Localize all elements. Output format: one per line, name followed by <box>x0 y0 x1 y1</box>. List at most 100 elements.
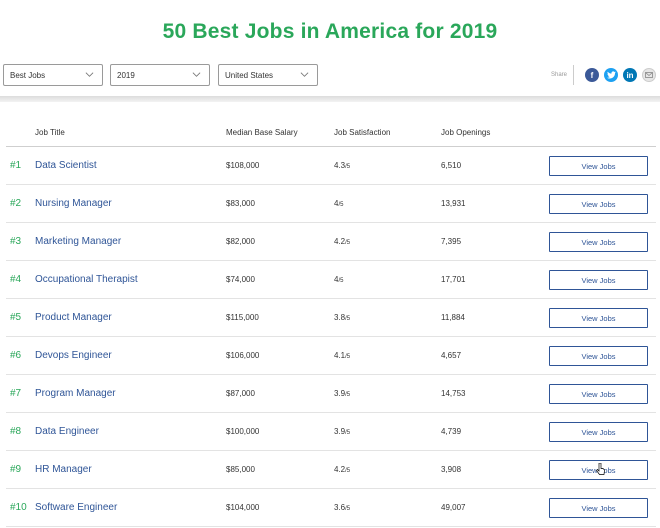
year-select[interactable]: 2019 <box>110 64 210 86</box>
table-row: #10 Software Engineer $104,000 3.6/5 49,007 V… <box>0 489 660 527</box>
satisfaction-score: 3.9 <box>334 389 346 398</box>
job-title-link[interactable]: Data Engineer <box>35 426 99 437</box>
job-openings: 4,657 <box>441 351 462 360</box>
job-rank: #2 <box>10 198 22 209</box>
view-jobs-button[interactable]: View Jobs <box>549 194 648 214</box>
job-rank: #1 <box>10 160 22 171</box>
job-title-link[interactable]: Marketing Manager <box>35 236 122 247</box>
satisfaction-scale: /5 <box>345 164 351 170</box>
job-satisfaction: 4.1/5 <box>334 351 350 360</box>
list-select[interactable]: Best Jobs <box>3 64 103 86</box>
satisfaction-score: 4.1 <box>334 351 346 360</box>
job-satisfaction: 3.6/5 <box>334 503 350 512</box>
median-salary: $108,000 <box>226 161 260 170</box>
facebook-icon[interactable]: f <box>585 68 599 82</box>
table-row: #2 Nursing Manager $83,000 4/5 13,931 View Jo… <box>0 185 660 223</box>
row-divider <box>6 184 656 185</box>
header-openings: Job Openings <box>441 128 491 137</box>
job-satisfaction: 3.9/5 <box>334 427 350 436</box>
median-salary: $106,000 <box>226 351 260 360</box>
median-salary: $74,000 <box>226 275 255 284</box>
job-satisfaction: 4/5 <box>334 199 343 208</box>
email-icon[interactable] <box>642 68 656 82</box>
country-select[interactable]: United States <box>218 64 318 86</box>
job-openings: 6,510 <box>441 161 462 170</box>
section-divider <box>0 96 660 102</box>
job-satisfaction: 3.8/5 <box>334 313 350 322</box>
table-row: #4 Occupational Therapist $74,000 4/5 17,701… <box>0 261 660 299</box>
satisfaction-scale: /5 <box>345 468 351 474</box>
satisfaction-score: 3.9 <box>334 427 346 436</box>
job-openings: 13,931 <box>441 199 466 208</box>
job-satisfaction: 4.2/5 <box>334 465 350 474</box>
twitter-bird-icon <box>606 71 616 79</box>
satisfaction-scale: /5 <box>338 202 344 208</box>
header-salary: Median Base Salary <box>226 128 298 137</box>
view-jobs-button[interactable]: View Jobs <box>549 156 648 176</box>
job-openings: 4,739 <box>441 427 462 436</box>
job-rank: #4 <box>10 274 22 285</box>
median-salary: $82,000 <box>226 237 255 246</box>
satisfaction-scale: /5 <box>345 430 351 436</box>
view-jobs-button[interactable]: View Jobs <box>549 384 648 404</box>
table-row: #3 Marketing Manager $82,000 4.2/5 7,395 View… <box>0 223 660 261</box>
list-select-value: Best Jobs <box>10 71 46 80</box>
row-divider <box>6 298 656 299</box>
median-salary: $83,000 <box>226 199 255 208</box>
row-divider <box>6 260 656 261</box>
table-row: #6 Devops Engineer $106,000 4.1/5 4,657 View … <box>0 337 660 375</box>
satisfaction-scale: /5 <box>345 392 351 398</box>
view-jobs-button[interactable]: View Jobs <box>549 232 648 252</box>
satisfaction-scale: /5 <box>345 506 351 512</box>
job-rank: #6 <box>10 350 22 361</box>
twitter-icon[interactable] <box>604 68 618 82</box>
view-jobs-button[interactable]: View Jobs <box>549 422 648 442</box>
header-job-title: Job Title <box>35 128 65 137</box>
table-row: #9 HR Manager $85,000 4.2/5 3,908 View Jobs <box>0 451 660 489</box>
chevron-down-icon <box>85 72 94 77</box>
row-divider <box>6 336 656 337</box>
satisfaction-scale: /5 <box>345 316 351 322</box>
job-openings: 49,007 <box>441 503 466 512</box>
view-jobs-button[interactable]: View Jobs <box>549 270 648 290</box>
view-jobs-button[interactable]: View Jobs <box>549 498 648 518</box>
table-row: #8 Data Engineer $100,000 3.9/5 4,739 View Jo… <box>0 413 660 451</box>
linkedin-icon[interactable]: in <box>623 68 637 82</box>
row-divider <box>6 374 656 375</box>
median-salary: $100,000 <box>226 427 260 436</box>
header-divider <box>6 146 656 147</box>
satisfaction-score: 4 <box>334 275 339 284</box>
satisfaction-scale: /5 <box>345 354 351 360</box>
row-divider <box>6 450 656 451</box>
share-label: Share <box>550 72 567 78</box>
page-title: 50 Best Jobs in America for 2019 <box>162 20 498 43</box>
job-openings: 14,753 <box>441 389 466 398</box>
job-title-link[interactable]: Nursing Manager <box>35 198 112 209</box>
row-divider <box>6 526 656 527</box>
row-divider <box>6 222 656 223</box>
job-title-link[interactable]: Product Manager <box>35 312 112 323</box>
job-satisfaction: 4.3/5 <box>334 161 350 170</box>
median-salary: $85,000 <box>226 465 255 474</box>
job-satisfaction: 4/5 <box>334 275 343 284</box>
year-select-value: 2019 <box>117 71 135 80</box>
job-rank: #7 <box>10 388 22 399</box>
job-title-link[interactable]: HR Manager <box>35 464 92 475</box>
satisfaction-score: 4.3 <box>334 161 346 170</box>
view-jobs-button[interactable]: View Jobs <box>549 308 648 328</box>
row-divider <box>6 488 656 489</box>
view-jobs-button[interactable]: View Jobs <box>549 346 648 366</box>
job-title-link[interactable]: Software Engineer <box>35 502 118 513</box>
job-title-link[interactable]: Data Scientist <box>35 160 97 171</box>
job-rank: #5 <box>10 312 22 323</box>
table-row: #7 Program Manager $87,000 3.9/5 14,753 View … <box>0 375 660 413</box>
median-salary: $115,000 <box>226 313 259 322</box>
linkedin-glyph: in <box>626 70 634 80</box>
table-row: #5 Product Manager $115,000 3.8/5 11,884 View… <box>0 299 660 337</box>
job-openings: 17,701 <box>441 275 466 284</box>
job-title-link[interactable]: Devops Engineer <box>35 350 112 361</box>
satisfaction-score: 3.6 <box>334 503 346 512</box>
job-title-link[interactable]: Occupational Therapist <box>35 274 138 285</box>
job-title-link[interactable]: Program Manager <box>35 388 116 399</box>
job-rank: #10 <box>10 502 27 513</box>
